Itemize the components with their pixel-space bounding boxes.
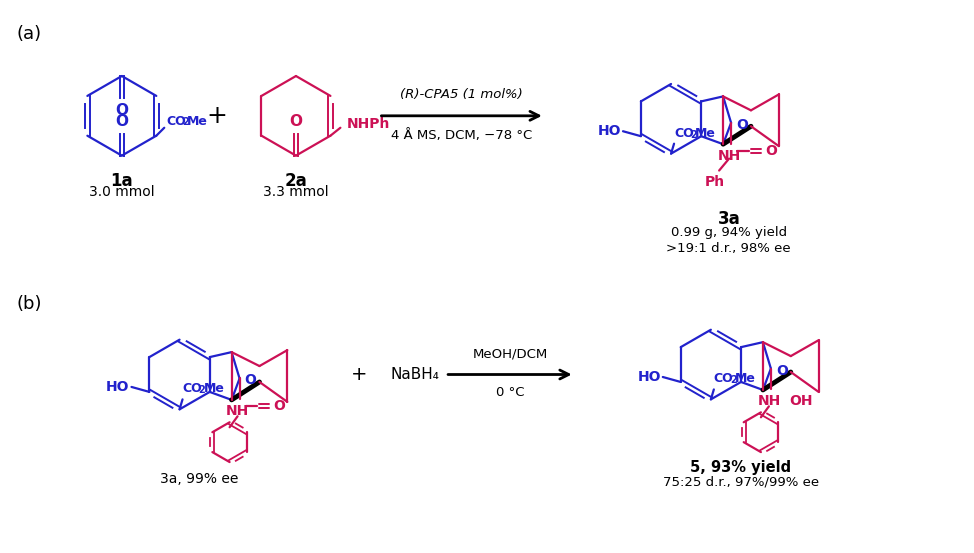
Text: Me: Me	[187, 115, 208, 128]
Text: O: O	[115, 114, 129, 129]
Text: (R)-CPA5 (1 mol%): (R)-CPA5 (1 mol%)	[400, 88, 523, 101]
Text: 75:25 d.r., 97%/99% ee: 75:25 d.r., 97%/99% ee	[662, 476, 819, 489]
Text: HO: HO	[597, 124, 621, 138]
Text: CO: CO	[714, 373, 733, 385]
Text: 0.99 g, 94% yield: 0.99 g, 94% yield	[671, 226, 787, 239]
Text: 4 Å MS, DCM, −78 °C: 4 Å MS, DCM, −78 °C	[391, 129, 532, 142]
Text: +: +	[351, 365, 367, 384]
Text: O: O	[765, 144, 777, 158]
Text: 3.3 mmol: 3.3 mmol	[263, 185, 329, 200]
Text: +: +	[206, 104, 227, 128]
Text: O: O	[289, 114, 303, 129]
Text: CO: CO	[182, 383, 203, 395]
Text: 2: 2	[690, 130, 696, 140]
Text: 3a, 99% ee: 3a, 99% ee	[161, 472, 239, 486]
Text: HO: HO	[106, 380, 130, 394]
Text: 3a: 3a	[718, 210, 740, 228]
Text: 2a: 2a	[284, 171, 308, 190]
Text: OH: OH	[789, 394, 812, 409]
Text: >19:1 d.r., 98% ee: >19:1 d.r., 98% ee	[666, 242, 791, 255]
Text: MeOH/DCM: MeOH/DCM	[472, 348, 547, 361]
Text: O: O	[736, 118, 748, 132]
Text: CO: CO	[674, 127, 693, 140]
Text: HO: HO	[637, 370, 660, 384]
Text: 2: 2	[182, 117, 189, 127]
Text: 2: 2	[730, 375, 736, 385]
Text: NHPh: NHPh	[347, 117, 390, 131]
Text: Me: Me	[734, 373, 756, 385]
Text: NH: NH	[718, 149, 740, 163]
Text: Me: Me	[695, 127, 716, 140]
Text: 5, 93% yield: 5, 93% yield	[691, 460, 791, 475]
Text: Ph: Ph	[705, 175, 726, 189]
Text: (b): (b)	[17, 295, 42, 313]
Text: NH: NH	[226, 404, 249, 419]
Text: 0 °C: 0 °C	[496, 387, 524, 399]
Text: NaBH₄: NaBH₄	[391, 367, 439, 382]
Text: O: O	[274, 399, 285, 413]
Text: 1a: 1a	[110, 171, 133, 190]
Text: O: O	[776, 363, 788, 378]
Text: O: O	[115, 103, 129, 118]
Text: O: O	[244, 373, 256, 388]
Text: CO: CO	[167, 115, 186, 128]
Text: NH: NH	[757, 394, 780, 409]
Text: 2: 2	[199, 385, 206, 395]
Text: Me: Me	[204, 383, 224, 395]
Text: (a): (a)	[17, 25, 42, 43]
Text: 3.0 mmol: 3.0 mmol	[89, 185, 155, 200]
